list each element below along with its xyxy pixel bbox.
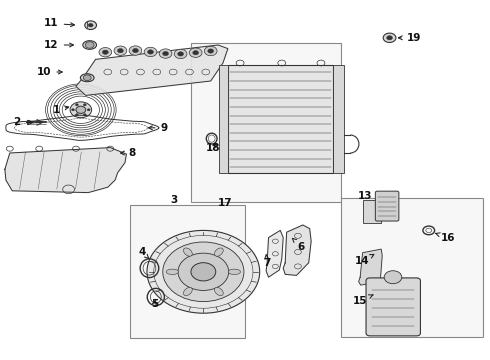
Circle shape xyxy=(88,23,93,27)
Circle shape xyxy=(147,50,153,54)
Text: 11: 11 xyxy=(44,18,74,28)
Text: 7: 7 xyxy=(263,255,271,268)
Circle shape xyxy=(118,49,123,53)
Circle shape xyxy=(85,21,97,30)
Text: 19: 19 xyxy=(398,33,421,43)
Text: 13: 13 xyxy=(358,191,372,201)
Circle shape xyxy=(204,46,217,56)
Ellipse shape xyxy=(80,74,94,82)
Polygon shape xyxy=(76,45,228,95)
Polygon shape xyxy=(359,249,382,285)
Circle shape xyxy=(191,263,216,281)
Polygon shape xyxy=(266,230,283,277)
Circle shape xyxy=(144,47,157,57)
Circle shape xyxy=(159,49,172,58)
Circle shape xyxy=(163,242,244,302)
Circle shape xyxy=(163,51,169,56)
FancyBboxPatch shape xyxy=(375,191,399,221)
Text: 17: 17 xyxy=(218,198,233,208)
Circle shape xyxy=(114,46,127,55)
Text: 10: 10 xyxy=(37,67,62,77)
Circle shape xyxy=(383,33,396,42)
FancyBboxPatch shape xyxy=(366,278,420,336)
Circle shape xyxy=(178,52,184,56)
Circle shape xyxy=(193,50,198,55)
Ellipse shape xyxy=(183,248,192,256)
Circle shape xyxy=(384,271,402,284)
Circle shape xyxy=(75,104,78,106)
Ellipse shape xyxy=(83,41,97,49)
Bar xyxy=(333,65,344,173)
Text: 16: 16 xyxy=(436,233,456,243)
Circle shape xyxy=(129,46,142,55)
Bar xyxy=(341,198,483,337)
Ellipse shape xyxy=(183,287,192,296)
Circle shape xyxy=(208,49,214,53)
Bar xyxy=(228,65,333,173)
Circle shape xyxy=(174,49,187,59)
Circle shape xyxy=(178,253,229,291)
Text: 6: 6 xyxy=(293,238,305,252)
Ellipse shape xyxy=(166,269,178,274)
Circle shape xyxy=(83,75,91,81)
Circle shape xyxy=(76,106,86,113)
Circle shape xyxy=(147,230,260,313)
Ellipse shape xyxy=(215,287,223,296)
Text: 8: 8 xyxy=(121,148,136,158)
Circle shape xyxy=(87,109,90,111)
Text: 15: 15 xyxy=(353,295,373,306)
Circle shape xyxy=(102,50,108,54)
Polygon shape xyxy=(283,225,311,275)
Circle shape xyxy=(99,48,112,57)
Text: 18: 18 xyxy=(206,143,220,153)
Bar xyxy=(191,43,341,202)
Text: 9: 9 xyxy=(148,123,168,133)
Circle shape xyxy=(387,36,392,40)
Circle shape xyxy=(132,48,138,53)
Text: 14: 14 xyxy=(355,255,374,266)
Polygon shape xyxy=(5,148,126,193)
Circle shape xyxy=(83,104,86,106)
Circle shape xyxy=(85,42,94,48)
Text: 1: 1 xyxy=(53,105,69,115)
Circle shape xyxy=(189,48,202,57)
Text: 3: 3 xyxy=(171,195,177,205)
Circle shape xyxy=(75,114,78,116)
Bar xyxy=(363,200,381,223)
Ellipse shape xyxy=(215,248,223,256)
Circle shape xyxy=(83,114,86,116)
Circle shape xyxy=(72,109,74,111)
Text: 2: 2 xyxy=(14,117,33,127)
Ellipse shape xyxy=(228,269,241,274)
Text: 4: 4 xyxy=(138,247,149,258)
Bar xyxy=(219,65,228,173)
Text: 5: 5 xyxy=(151,299,158,309)
Circle shape xyxy=(70,102,92,118)
Bar xyxy=(130,205,245,338)
Text: 12: 12 xyxy=(44,40,74,50)
